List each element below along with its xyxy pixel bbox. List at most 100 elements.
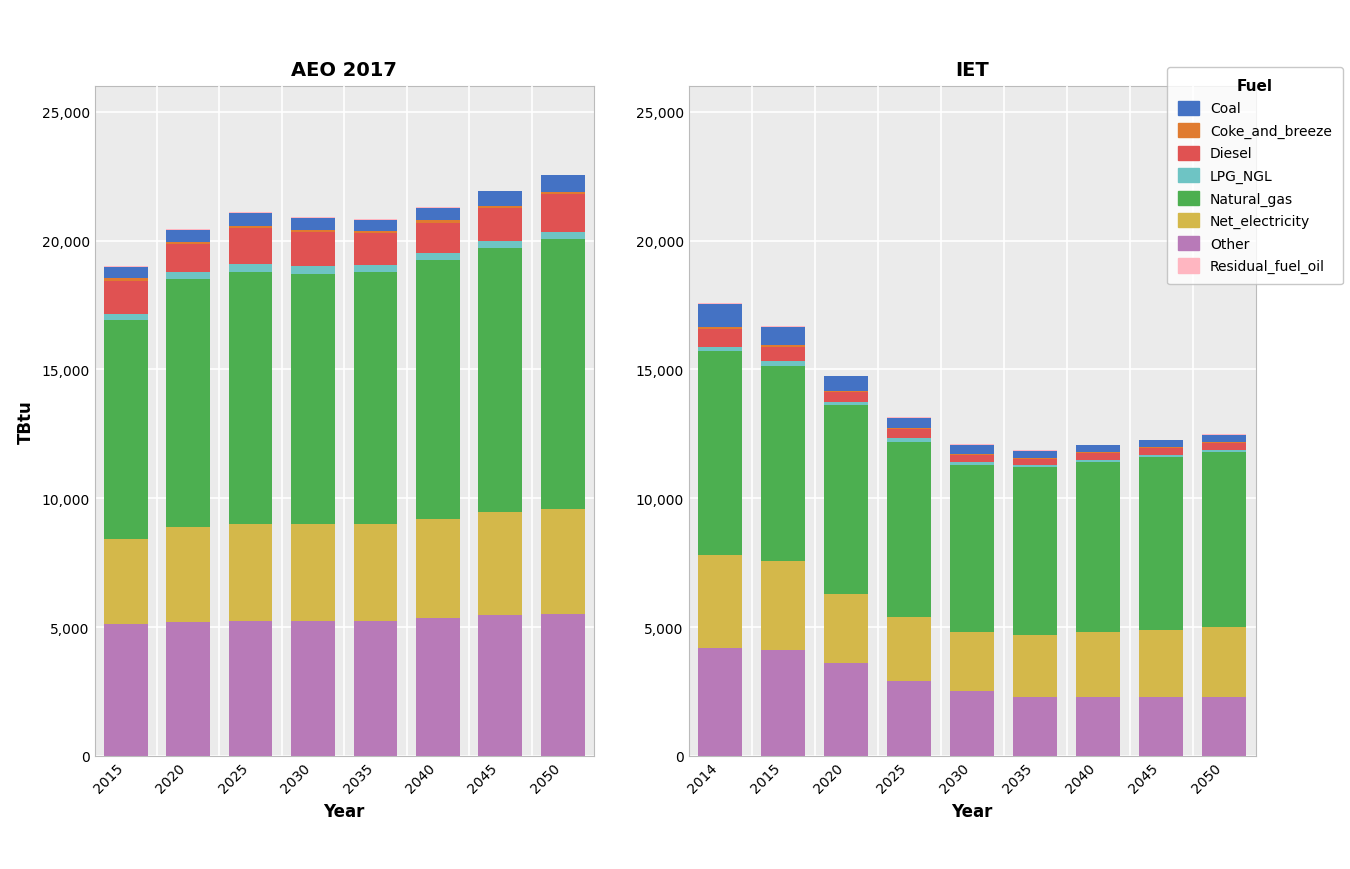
Bar [824,391,868,393]
Bar [104,625,147,756]
Bar [824,393,868,402]
Bar [228,264,273,272]
Bar [354,234,397,266]
Bar [292,230,335,232]
Bar [1202,443,1246,450]
Bar [416,261,460,520]
Bar [824,594,868,663]
Bar [478,242,522,249]
Bar [166,272,211,280]
Bar [354,621,397,756]
Bar [698,348,743,352]
Bar [541,240,585,509]
Bar [698,329,743,348]
Bar [950,465,994,633]
Bar [950,454,994,455]
Bar [478,192,522,206]
Bar [824,402,868,406]
Bar [950,445,994,454]
Bar [166,243,211,245]
Y-axis label: TBtu: TBtu [16,400,35,443]
Bar [478,513,522,616]
Bar [1139,441,1183,448]
Bar [761,366,805,561]
Bar [1012,466,1057,468]
Bar [416,520,460,619]
Bar [541,614,585,756]
Bar [1012,459,1057,466]
Bar [698,328,743,329]
Bar [228,524,273,621]
Bar [104,322,147,540]
Bar [1012,697,1057,756]
Bar [1202,435,1246,442]
Bar [104,268,147,279]
Bar [698,305,743,328]
Bar [1139,448,1183,455]
Bar [1076,462,1120,633]
Bar [228,621,273,756]
Bar [887,442,931,617]
Bar [416,254,460,261]
Bar [761,362,805,366]
Title: AEO 2017: AEO 2017 [292,61,397,80]
Bar [354,266,397,272]
Bar [354,231,397,234]
Bar [541,195,585,232]
Bar [698,555,743,648]
Bar [354,524,397,621]
Bar [104,282,147,315]
Bar [698,648,743,756]
Bar [416,222,460,223]
Bar [950,692,994,756]
Bar [104,540,147,625]
Bar [104,315,147,322]
Bar [824,406,868,594]
Bar [1076,697,1120,756]
Bar [887,418,931,428]
Bar [887,428,931,430]
Bar [292,524,335,621]
Bar [1076,453,1120,454]
Bar [761,348,805,362]
Bar [104,279,147,282]
Bar [166,527,211,622]
Bar [1139,455,1183,457]
Bar [887,617,931,681]
Bar [887,430,931,439]
Bar [292,232,335,267]
Bar [1202,697,1246,756]
Bar [761,346,805,348]
Legend: Coal, Coke_and_breeze, Diesel, LPG_NGL, Natural_gas, Net_electricity, Other, Res: Coal, Coke_and_breeze, Diesel, LPG_NGL, … [1166,68,1343,285]
Bar [292,621,335,756]
Bar [166,280,211,527]
Bar [478,616,522,756]
Bar [292,275,335,524]
Bar [416,619,460,756]
Bar [292,267,335,275]
Bar [950,463,994,465]
Bar [228,272,273,524]
Bar [1012,635,1057,697]
Bar [1202,627,1246,697]
Bar [1076,633,1120,697]
Bar [950,455,994,463]
Bar [416,209,460,222]
Bar [416,223,460,254]
Bar [166,245,211,272]
Bar [228,229,273,264]
Bar [1139,697,1183,756]
Bar [1076,461,1120,462]
Bar [1139,630,1183,697]
Bar [478,206,522,209]
Bar [1012,451,1057,458]
Bar [1076,446,1120,453]
Bar [166,622,211,756]
Bar [1139,457,1183,630]
Bar [354,272,397,524]
Bar [1076,454,1120,461]
Bar [887,439,931,442]
Bar [824,377,868,391]
Bar [761,651,805,756]
Bar [541,193,585,195]
